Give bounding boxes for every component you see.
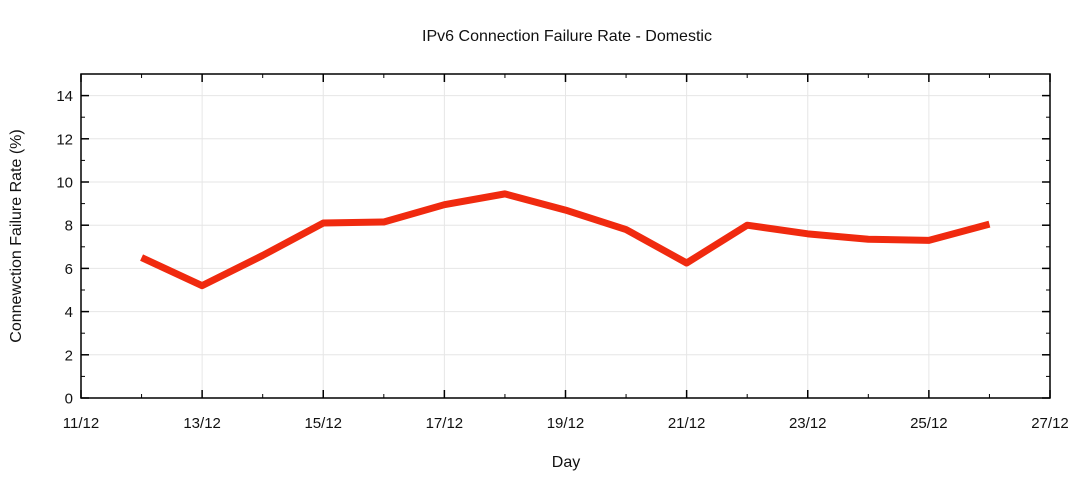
x-tick-label: 27/12 (1031, 415, 1069, 432)
y-tick-label: 12 (56, 131, 73, 148)
grid (81, 74, 1050, 398)
x-tick-label: 15/12 (304, 415, 342, 432)
x-tick-label: 17/12 (426, 415, 464, 432)
y-axis-label: Connewction Failure Rate (%) (8, 129, 25, 342)
y-tick-label: 8 (65, 218, 73, 235)
y-tick-label: 6 (65, 261, 73, 278)
x-axis-label: Day (552, 454, 580, 471)
x-tick-label: 25/12 (910, 415, 948, 432)
x-tick-label: 23/12 (789, 415, 827, 432)
y-tick-label: 14 (56, 88, 73, 105)
y-tick-label: 10 (56, 175, 73, 192)
y-tick-label: 0 (65, 391, 73, 408)
x-tick-label: 21/12 (668, 415, 706, 432)
y-tick-label: 4 (65, 304, 73, 321)
chart-title: IPv6 Connection Failure Rate - Domestic (422, 28, 712, 45)
x-tick-label: 13/12 (183, 415, 221, 432)
x-tick-label: 11/12 (63, 415, 99, 432)
x-tick-label: 19/12 (547, 415, 585, 432)
y-tick-labels: 0 2 4 6 8 10 12 14 (56, 88, 73, 407)
y-tick-label: 2 (65, 347, 73, 364)
x-tick-labels: 11/12 13/12 15/12 17/12 19/12 21/12 23/12 25/12… (63, 415, 1069, 432)
